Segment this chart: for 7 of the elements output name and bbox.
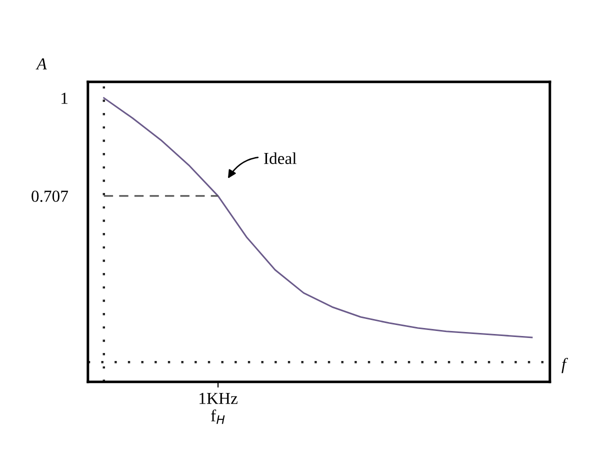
- y-tick-label: 1: [62, 92, 68, 104]
- y-tick-label: 0.707: [32, 190, 68, 202]
- annotation: Ideal: [264, 152, 296, 164]
- line-series: [103, 97, 533, 338]
- y-axis-title: A: [36, 58, 47, 70]
- x-axis-title: f: [562, 358, 568, 374]
- x-tick-label: 1KHz f$_{H}$: [200, 392, 238, 424]
